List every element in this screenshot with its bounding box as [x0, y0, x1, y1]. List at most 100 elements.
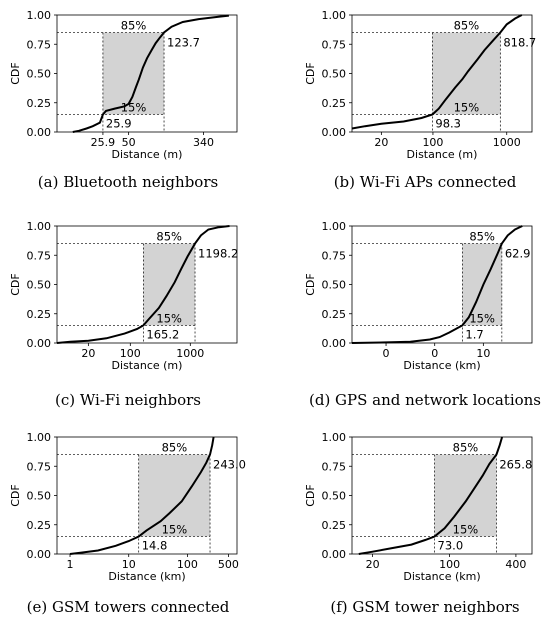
- p85-label: 85%: [121, 19, 147, 33]
- y-tick-label: 0.75: [322, 460, 347, 473]
- p15-label: 15%: [453, 522, 479, 536]
- p15-label: 15%: [162, 522, 188, 536]
- y-tick-label: 0.75: [27, 460, 52, 473]
- chart-panel-4: 85% 15% 243.0 14.8 0.00 0.25 0.50 0.75 1.00 1 10 10…: [9, 431, 246, 616]
- cdf-line: [56, 225, 230, 344]
- y-tick-label: 0.00: [322, 548, 347, 561]
- y-tick-label: 1.00: [322, 220, 347, 233]
- x-tick-label: 340: [193, 136, 214, 149]
- x-tick-label: 20: [81, 347, 95, 360]
- subfigure-caption: (a) Bluetooth neighbors: [38, 173, 218, 191]
- x-tick-label: 0: [431, 347, 438, 360]
- subfigure-caption: (d) GPS and network locations: [309, 391, 541, 409]
- chart-panel-3: 85% 15% 62.9 1.7 0.00 0.25 0.50 0.75 1.00 0 0 10Dis…: [304, 220, 541, 409]
- y-axis-label: CDF: [304, 273, 317, 295]
- x-tick-label: 20: [374, 136, 388, 149]
- subfigure-caption: (f) GSM tower neighbors: [330, 598, 519, 616]
- p85-value-label: 62.9: [505, 247, 531, 261]
- y-tick-label: 0.75: [27, 38, 52, 51]
- cdf-line: [69, 436, 215, 555]
- x-tick-label: 100: [439, 558, 460, 571]
- p85-value-label: 818.7: [503, 36, 536, 50]
- x-axis-label: Distance (m): [407, 148, 478, 161]
- chart-panel-1: 85% 15% 818.7 98.3 0.00 0.25 0.50 0.75 1.00 20 100…: [304, 9, 536, 191]
- y-tick-label: 0.50: [27, 68, 52, 81]
- subfigure-caption: (c) Wi-Fi neighbors: [55, 391, 201, 409]
- x-axis-label: Distance (m): [112, 359, 183, 372]
- y-tick-label: 1.00: [27, 431, 52, 444]
- p15-value-label: 1.7: [465, 327, 483, 341]
- subfigure-caption: (e) GSM towers connected: [27, 598, 230, 616]
- x-tick-label: 0: [383, 347, 390, 360]
- x-tick-label: 100: [422, 136, 443, 149]
- y-tick-label: 0.25: [27, 97, 52, 110]
- y-tick-label: 0.50: [322, 68, 347, 81]
- y-tick-label: 0.50: [322, 490, 347, 503]
- y-tick-label: 1.00: [322, 431, 347, 444]
- y-tick-label: 0.00: [27, 337, 52, 350]
- p15-value-label: 165.2: [146, 327, 179, 341]
- p15-value-label: 14.8: [142, 538, 168, 552]
- subfigure-caption: (b) Wi-Fi APs connected: [334, 173, 517, 191]
- y-axis-label: CDF: [304, 62, 317, 84]
- p85-value-label: 123.7: [167, 36, 200, 50]
- x-axis-label: Distance (km): [403, 570, 480, 583]
- p85-label: 85%: [454, 19, 480, 33]
- percentile-shading: [138, 454, 211, 537]
- y-tick-label: 0.00: [322, 337, 347, 350]
- y-tick-label: 0.75: [27, 249, 52, 262]
- y-tick-label: 0.50: [27, 490, 52, 503]
- x-tick-label: 400: [505, 558, 526, 571]
- x-axis-label: Distance (km): [108, 570, 185, 583]
- y-tick-label: 0.00: [27, 548, 52, 561]
- chart-panel-0: 85% 15% 123.7 25.9 0.00 0.25 0.50 0.75 1.00 25.9 5…: [9, 9, 238, 191]
- cdf-line: [351, 14, 523, 130]
- y-tick-label: 1.00: [27, 9, 52, 22]
- chart-panel-5: 85% 15% 265.8 73.0 0.00 0.25 0.50 0.75 1.00 20 100…: [304, 431, 533, 616]
- p85-label: 85%: [469, 230, 495, 244]
- p15-label: 15%: [469, 311, 495, 325]
- p15-label: 15%: [121, 100, 147, 114]
- x-tick-label: 500: [218, 558, 239, 571]
- p15-value-label: 25.9: [106, 116, 132, 130]
- y-tick-label: 0.50: [322, 279, 347, 292]
- p15-label: 15%: [454, 100, 480, 114]
- x-tick-label: 1000: [493, 136, 521, 149]
- x-tick-label: 10: [476, 347, 490, 360]
- p85-value-label: 243.0: [213, 458, 246, 472]
- p85-value-label: 1198.2: [198, 247, 238, 261]
- p85-label: 85%: [453, 441, 479, 455]
- y-axis-label: CDF: [9, 62, 22, 84]
- y-tick-label: 0.00: [27, 126, 52, 139]
- y-axis-label: CDF: [9, 484, 22, 506]
- y-tick-label: 0.75: [322, 38, 347, 51]
- y-tick-label: 0.25: [27, 308, 52, 321]
- x-tick-label: 100: [177, 558, 198, 571]
- y-axis-label: CDF: [304, 484, 317, 506]
- y-tick-label: 0.25: [322, 519, 347, 532]
- y-tick-label: 0.00: [322, 126, 347, 139]
- y-tick-label: 1.00: [322, 9, 347, 22]
- cdf-line: [358, 436, 504, 555]
- p85-value-label: 265.8: [499, 458, 532, 472]
- x-tick-label: 50: [122, 136, 136, 149]
- y-tick-label: 0.25: [322, 97, 347, 110]
- y-tick-label: 0.25: [27, 519, 52, 532]
- x-axis-label: Distance (km): [403, 359, 480, 372]
- x-tick-label: 20: [366, 558, 380, 571]
- x-tick-label: 100: [120, 347, 141, 360]
- x-axis-label: Distance (m): [112, 148, 183, 161]
- p15-label: 15%: [156, 311, 182, 325]
- y-tick-label: 0.50: [27, 279, 52, 292]
- p15-value-label: 73.0: [438, 538, 464, 552]
- y-tick-label: 0.25: [322, 308, 347, 321]
- x-tick-label: 25.9: [91, 136, 116, 149]
- y-tick-label: 1.00: [27, 220, 52, 233]
- x-tick-label: 10: [122, 558, 136, 571]
- cdf-line: [351, 225, 523, 344]
- cdf-line: [72, 14, 230, 133]
- p85-label: 85%: [162, 441, 188, 455]
- y-axis-label: CDF: [9, 273, 22, 295]
- chart-panel-2: 85% 15% 1198.2 165.2 0.00 0.25 0.50 0.75 1.00 20 1…: [9, 220, 238, 409]
